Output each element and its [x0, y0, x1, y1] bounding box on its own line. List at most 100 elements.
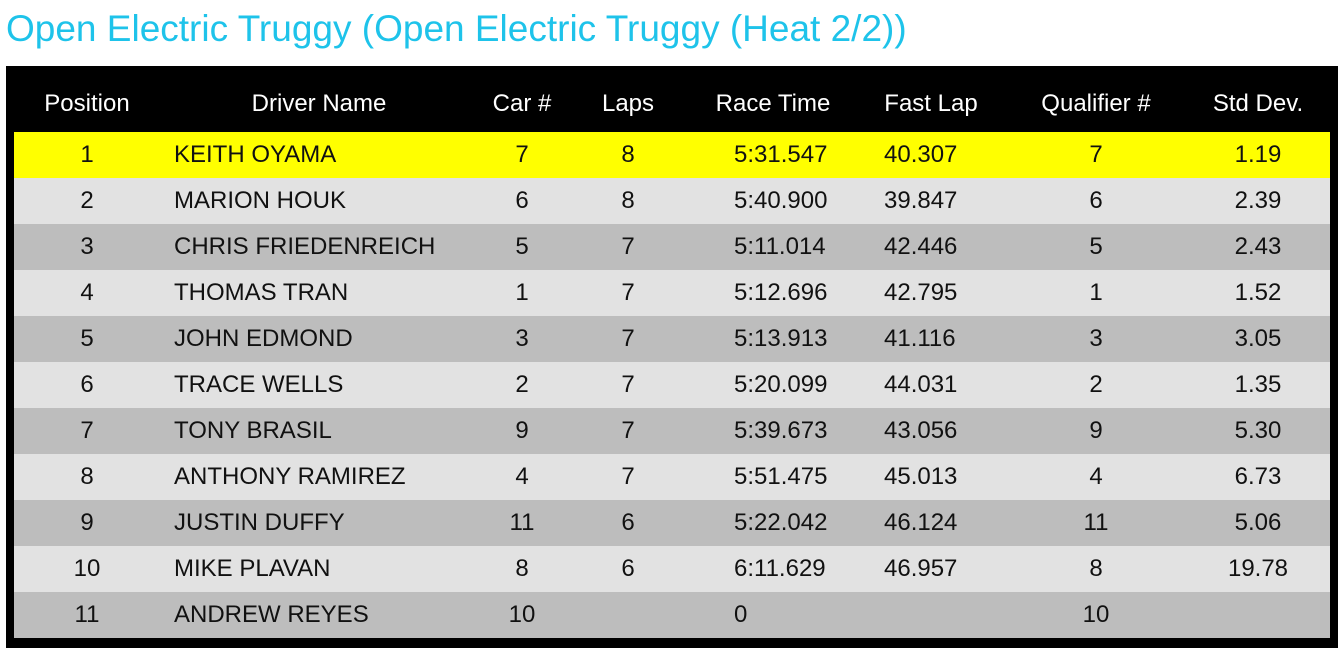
cell-car-number: 10 — [478, 592, 566, 638]
cell-position: 8 — [14, 454, 160, 500]
col-header-driver-name[interactable]: Driver Name — [160, 76, 478, 132]
cell-fast-lap: 42.446 — [856, 224, 1006, 270]
cell-race-time: 5:40.900 — [690, 178, 856, 224]
cell-fast-lap: 39.847 — [856, 178, 1006, 224]
cell-fast-lap: 41.116 — [856, 316, 1006, 362]
table-row: 10 MIKE PLAVAN 8 6 6:11.629 46.957 8 19.… — [14, 546, 1330, 592]
col-header-std-dev[interactable]: Std Dev. — [1186, 76, 1330, 132]
cell-laps: 7 — [566, 454, 690, 500]
cell-driver-name: ANTHONY RAMIREZ — [160, 454, 478, 500]
cell-qualifier-number: 3 — [1006, 316, 1186, 362]
cell-laps: 6 — [566, 500, 690, 546]
cell-driver-name: KEITH OYAMA — [160, 132, 478, 178]
cell-fast-lap: 45.013 — [856, 454, 1006, 500]
cell-driver-name: ANDREW REYES — [160, 592, 478, 638]
cell-std-dev: 3.05 — [1186, 316, 1330, 362]
table-row: 3 CHRIS FRIEDENREICH 5 7 5:11.014 42.446… — [14, 224, 1330, 270]
cell-car-number: 4 — [478, 454, 566, 500]
cell-race-time: 6:11.629 — [690, 546, 856, 592]
cell-driver-name: TRACE WELLS — [160, 362, 478, 408]
cell-qualifier-number: 2 — [1006, 362, 1186, 408]
cell-qualifier-number: 4 — [1006, 454, 1186, 500]
cell-fast-lap: 42.795 — [856, 270, 1006, 316]
results-table-container: Position Driver Name Car # Laps Race Tim… — [6, 66, 1338, 648]
page-title: Open Electric Truggy (Open Electric Trug… — [6, 8, 907, 49]
cell-std-dev: 19.78 — [1186, 546, 1330, 592]
table-header-row: Position Driver Name Car # Laps Race Tim… — [14, 76, 1330, 132]
cell-position: 10 — [14, 546, 160, 592]
cell-laps: 7 — [566, 224, 690, 270]
cell-laps: 8 — [566, 178, 690, 224]
table-row: 5 JOHN EDMOND 3 7 5:13.913 41.116 3 3.05 — [14, 316, 1330, 362]
cell-fast-lap: 43.056 — [856, 408, 1006, 454]
cell-fast-lap: 40.307 — [856, 132, 1006, 178]
cell-race-time: 5:51.475 — [690, 454, 856, 500]
cell-laps: 7 — [566, 362, 690, 408]
cell-fast-lap: 44.031 — [856, 362, 1006, 408]
cell-laps: 7 — [566, 316, 690, 362]
col-header-fast-lap[interactable]: Fast Lap — [856, 76, 1006, 132]
results-table: Position Driver Name Car # Laps Race Tim… — [14, 76, 1330, 638]
cell-laps: 7 — [566, 270, 690, 316]
cell-driver-name: MARION HOUK — [160, 178, 478, 224]
cell-car-number: 6 — [478, 178, 566, 224]
cell-std-dev: 6.73 — [1186, 454, 1330, 500]
cell-position: 2 — [14, 178, 160, 224]
cell-fast-lap: 46.124 — [856, 500, 1006, 546]
cell-race-time: 5:12.696 — [690, 270, 856, 316]
table-row: 7 TONY BRASIL 9 7 5:39.673 43.056 9 5.30 — [14, 408, 1330, 454]
cell-qualifier-number: 5 — [1006, 224, 1186, 270]
cell-race-time: 5:20.099 — [690, 362, 856, 408]
cell-laps — [566, 592, 690, 638]
cell-std-dev: 5.30 — [1186, 408, 1330, 454]
cell-car-number: 9 — [478, 408, 566, 454]
cell-driver-name: TONY BRASIL — [160, 408, 478, 454]
cell-driver-name: THOMAS TRAN — [160, 270, 478, 316]
cell-position: 4 — [14, 270, 160, 316]
cell-position: 1 — [14, 132, 160, 178]
cell-car-number: 2 — [478, 362, 566, 408]
col-header-laps[interactable]: Laps — [566, 76, 690, 132]
table-row: 1 KEITH OYAMA 7 8 5:31.547 40.307 7 1.19 — [14, 132, 1330, 178]
col-header-car-number[interactable]: Car # — [478, 76, 566, 132]
cell-laps: 8 — [566, 132, 690, 178]
cell-qualifier-number: 11 — [1006, 500, 1186, 546]
table-row: 4 THOMAS TRAN 1 7 5:12.696 42.795 1 1.52 — [14, 270, 1330, 316]
cell-std-dev: 5.06 — [1186, 500, 1330, 546]
cell-car-number: 8 — [478, 546, 566, 592]
cell-std-dev: 1.19 — [1186, 132, 1330, 178]
cell-driver-name: JOHN EDMOND — [160, 316, 478, 362]
cell-driver-name: CHRIS FRIEDENREICH — [160, 224, 478, 270]
col-header-qualifier-number[interactable]: Qualifier # — [1006, 76, 1186, 132]
cell-std-dev: 2.39 — [1186, 178, 1330, 224]
col-header-position[interactable]: Position — [14, 76, 160, 132]
cell-laps: 6 — [566, 546, 690, 592]
cell-qualifier-number: 7 — [1006, 132, 1186, 178]
cell-laps: 7 — [566, 408, 690, 454]
cell-qualifier-number: 6 — [1006, 178, 1186, 224]
table-row: 6 TRACE WELLS 2 7 5:20.099 44.031 2 1.35 — [14, 362, 1330, 408]
cell-driver-name: MIKE PLAVAN — [160, 546, 478, 592]
cell-driver-name: JUSTIN DUFFY — [160, 500, 478, 546]
table-row: 11 ANDREW REYES 10 0 10 — [14, 592, 1330, 638]
table-row: 8 ANTHONY RAMIREZ 4 7 5:51.475 45.013 4 … — [14, 454, 1330, 500]
cell-fast-lap: 46.957 — [856, 546, 1006, 592]
cell-position: 11 — [14, 592, 160, 638]
cell-race-time: 5:31.547 — [690, 132, 856, 178]
cell-car-number: 1 — [478, 270, 566, 316]
cell-qualifier-number: 1 — [1006, 270, 1186, 316]
table-row: 2 MARION HOUK 6 8 5:40.900 39.847 6 2.39 — [14, 178, 1330, 224]
cell-position: 3 — [14, 224, 160, 270]
cell-fast-lap — [856, 592, 1006, 638]
cell-race-time: 5:39.673 — [690, 408, 856, 454]
cell-car-number: 3 — [478, 316, 566, 362]
cell-race-time: 5:11.014 — [690, 224, 856, 270]
cell-car-number: 5 — [478, 224, 566, 270]
cell-qualifier-number: 8 — [1006, 546, 1186, 592]
cell-qualifier-number: 10 — [1006, 592, 1186, 638]
col-header-race-time[interactable]: Race Time — [690, 76, 856, 132]
cell-car-number: 11 — [478, 500, 566, 546]
cell-car-number: 7 — [478, 132, 566, 178]
cell-race-time: 5:13.913 — [690, 316, 856, 362]
cell-position: 9 — [14, 500, 160, 546]
